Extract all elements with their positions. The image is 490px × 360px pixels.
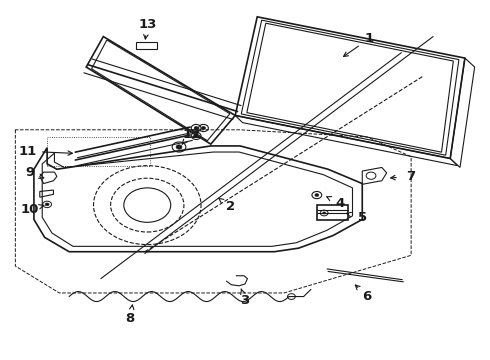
Text: 5: 5 — [358, 211, 367, 224]
Text: 10: 10 — [21, 203, 39, 216]
Text: 4: 4 — [336, 197, 345, 210]
Circle shape — [45, 203, 49, 206]
Circle shape — [176, 145, 182, 149]
Text: 13: 13 — [138, 18, 156, 31]
Circle shape — [194, 134, 198, 137]
Text: 12: 12 — [182, 127, 200, 141]
Text: 1: 1 — [365, 32, 374, 45]
Circle shape — [194, 127, 198, 130]
Circle shape — [201, 127, 205, 130]
Text: 2: 2 — [226, 201, 235, 213]
Text: 9: 9 — [25, 166, 35, 179]
Text: 7: 7 — [407, 170, 416, 183]
Text: 8: 8 — [125, 311, 135, 325]
Text: 3: 3 — [241, 294, 249, 307]
Text: 11: 11 — [19, 145, 37, 158]
Circle shape — [323, 212, 326, 214]
Text: 6: 6 — [363, 290, 372, 303]
Circle shape — [315, 194, 319, 197]
